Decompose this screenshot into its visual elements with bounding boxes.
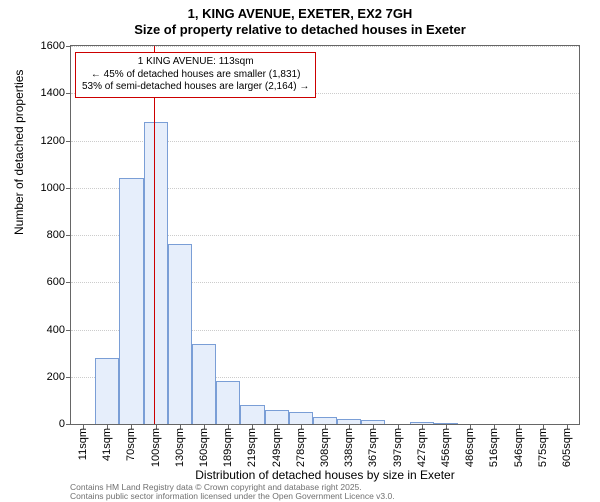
x-tick-label: 189sqm xyxy=(222,428,234,467)
histogram-bar xyxy=(289,412,313,424)
y-tick-mark xyxy=(66,46,71,47)
y-axis-label: Number of detached properties xyxy=(12,70,26,235)
x-tick-label: 338sqm xyxy=(343,428,355,467)
x-axis-label: Distribution of detached houses by size … xyxy=(70,468,580,482)
y-tick-label: 1400 xyxy=(41,87,65,99)
histogram-bar xyxy=(119,178,143,424)
y-tick-label: 600 xyxy=(47,276,65,288)
y-tick-label: 200 xyxy=(47,371,65,383)
y-tick-label: 1000 xyxy=(41,182,65,194)
x-tick-label: 427sqm xyxy=(416,428,428,467)
x-tick-label: 219sqm xyxy=(246,428,258,467)
x-tick-label: 516sqm xyxy=(488,428,500,467)
y-tick-mark xyxy=(66,235,71,236)
x-tick-label: 249sqm xyxy=(271,428,283,467)
x-tick-label: 605sqm xyxy=(561,428,573,467)
y-tick-mark xyxy=(66,424,71,425)
y-tick-label: 1600 xyxy=(41,40,65,52)
chart-title-line1: 1, KING AVENUE, EXETER, EX2 7GH xyxy=(0,6,600,21)
y-tick-mark xyxy=(66,141,71,142)
annotation-line-2: ← 45% of detached houses are smaller (1,… xyxy=(82,69,309,82)
y-tick-label: 800 xyxy=(47,229,65,241)
y-tick-mark xyxy=(66,377,71,378)
histogram-bar xyxy=(168,244,192,424)
x-tick-label: 546sqm xyxy=(513,428,525,467)
y-tick-mark xyxy=(66,282,71,283)
y-tick-mark xyxy=(66,93,71,94)
x-tick-label: 160sqm xyxy=(198,428,210,467)
annotation-line-1: 1 KING AVENUE: 113sqm xyxy=(82,56,309,69)
x-tick-label: 278sqm xyxy=(295,428,307,467)
x-tick-label: 456sqm xyxy=(440,428,452,467)
histogram-bar xyxy=(216,381,240,424)
chart-title-line2: Size of property relative to detached ho… xyxy=(0,22,600,37)
attribution-text: Contains HM Land Registry data © Crown c… xyxy=(70,483,395,502)
histogram-bar xyxy=(192,344,216,424)
histogram-bar xyxy=(265,410,289,424)
x-tick-label: 486sqm xyxy=(464,428,476,467)
y-tick-mark xyxy=(66,188,71,189)
y-tick-mark xyxy=(66,330,71,331)
attribution-line-2: Contains public sector information licen… xyxy=(70,492,395,501)
x-tick-label: 397sqm xyxy=(392,428,404,467)
chart-container: 1, KING AVENUE, EXETER, EX2 7GH Size of … xyxy=(0,0,600,500)
y-tick-label: 1200 xyxy=(41,135,65,147)
x-tick-label: 575sqm xyxy=(537,428,549,467)
x-tick-label: 308sqm xyxy=(319,428,331,467)
histogram-bar xyxy=(144,122,168,424)
y-tick-label: 0 xyxy=(59,418,65,430)
x-tick-label: 130sqm xyxy=(174,428,186,467)
gridline xyxy=(71,46,579,47)
x-tick-label: 41sqm xyxy=(101,428,113,461)
x-tick-label: 100sqm xyxy=(150,428,162,467)
marker-annotation: 1 KING AVENUE: 113sqm ← 45% of detached … xyxy=(75,52,316,98)
histogram-bar xyxy=(240,405,264,424)
histogram-bar xyxy=(95,358,119,424)
x-tick-label: 70sqm xyxy=(125,428,137,461)
annotation-line-3: 53% of semi-detached houses are larger (… xyxy=(82,81,309,94)
plot-area: 0200400600800100012001400160011sqm41sqm7… xyxy=(70,45,580,425)
histogram-bar xyxy=(313,417,337,424)
y-tick-label: 400 xyxy=(47,324,65,336)
property-marker-line xyxy=(154,46,155,424)
x-tick-label: 11sqm xyxy=(77,428,89,460)
x-tick-label: 367sqm xyxy=(367,428,379,467)
